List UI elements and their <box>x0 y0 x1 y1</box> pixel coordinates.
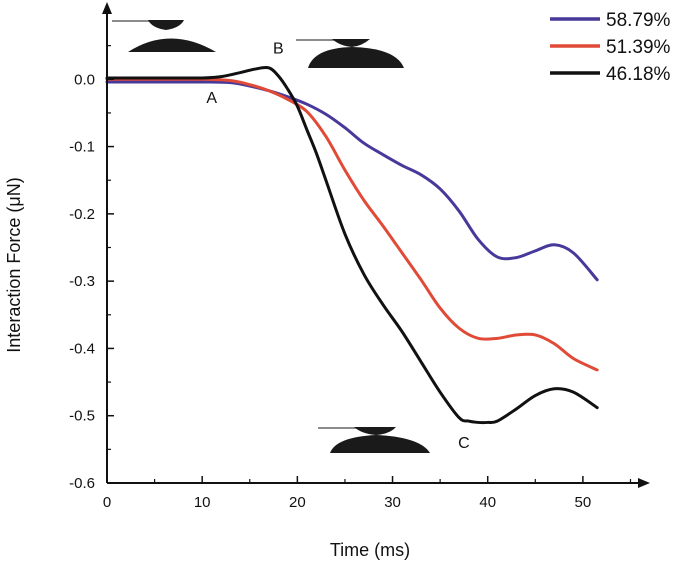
y-tick-label: -0.4 <box>69 340 95 357</box>
y-axis-title: Interaction Force (μN) <box>4 177 24 352</box>
plot-lines <box>105 65 599 425</box>
x-tick-label: 30 <box>384 494 401 511</box>
legend: 58.79% 51.39% 46.18% <box>550 10 671 85</box>
y-tick-label: 0.0 <box>74 71 95 88</box>
x-tick-label: 40 <box>479 494 496 511</box>
droplet-image-b <box>296 39 404 68</box>
axes: 0 10 20 30 40 50 0.0 -0.1 -0.2 -0.3 -0.4 -0.5 -0.6 <box>69 2 650 511</box>
point-label-c: C <box>458 435 470 452</box>
point-label-b: B <box>273 41 284 58</box>
y-tick-label: -0.5 <box>69 408 95 425</box>
x-tick-label: 50 <box>575 494 592 511</box>
x-axis-title: Time (ms) <box>330 540 410 560</box>
x-tick-label: 10 <box>194 494 211 511</box>
series-line-46-18pct <box>105 65 599 425</box>
legend-label: 51.39% <box>606 37 671 58</box>
legend-label: 46.18% <box>606 64 671 85</box>
point-label-a: A <box>206 90 217 107</box>
legend-label: 58.79% <box>606 10 671 31</box>
series-line-51-39pct <box>105 77 599 372</box>
x-tick-label: 20 <box>289 494 306 511</box>
droplet-image-c <box>318 427 430 453</box>
y-tick-label: -0.3 <box>69 273 95 290</box>
x-tick-label: 0 <box>103 494 111 511</box>
x-axis-arrow-icon <box>638 478 650 488</box>
series-line-58-79pct <box>105 80 599 282</box>
y-tick-label: -0.6 <box>69 475 95 492</box>
y-tick-label: -0.1 <box>69 139 95 156</box>
point-annotations: A B C <box>206 41 469 452</box>
y-tick-label: -0.2 <box>69 206 95 223</box>
droplet-image-a <box>112 20 216 52</box>
y-axis-arrow-icon <box>102 2 112 14</box>
